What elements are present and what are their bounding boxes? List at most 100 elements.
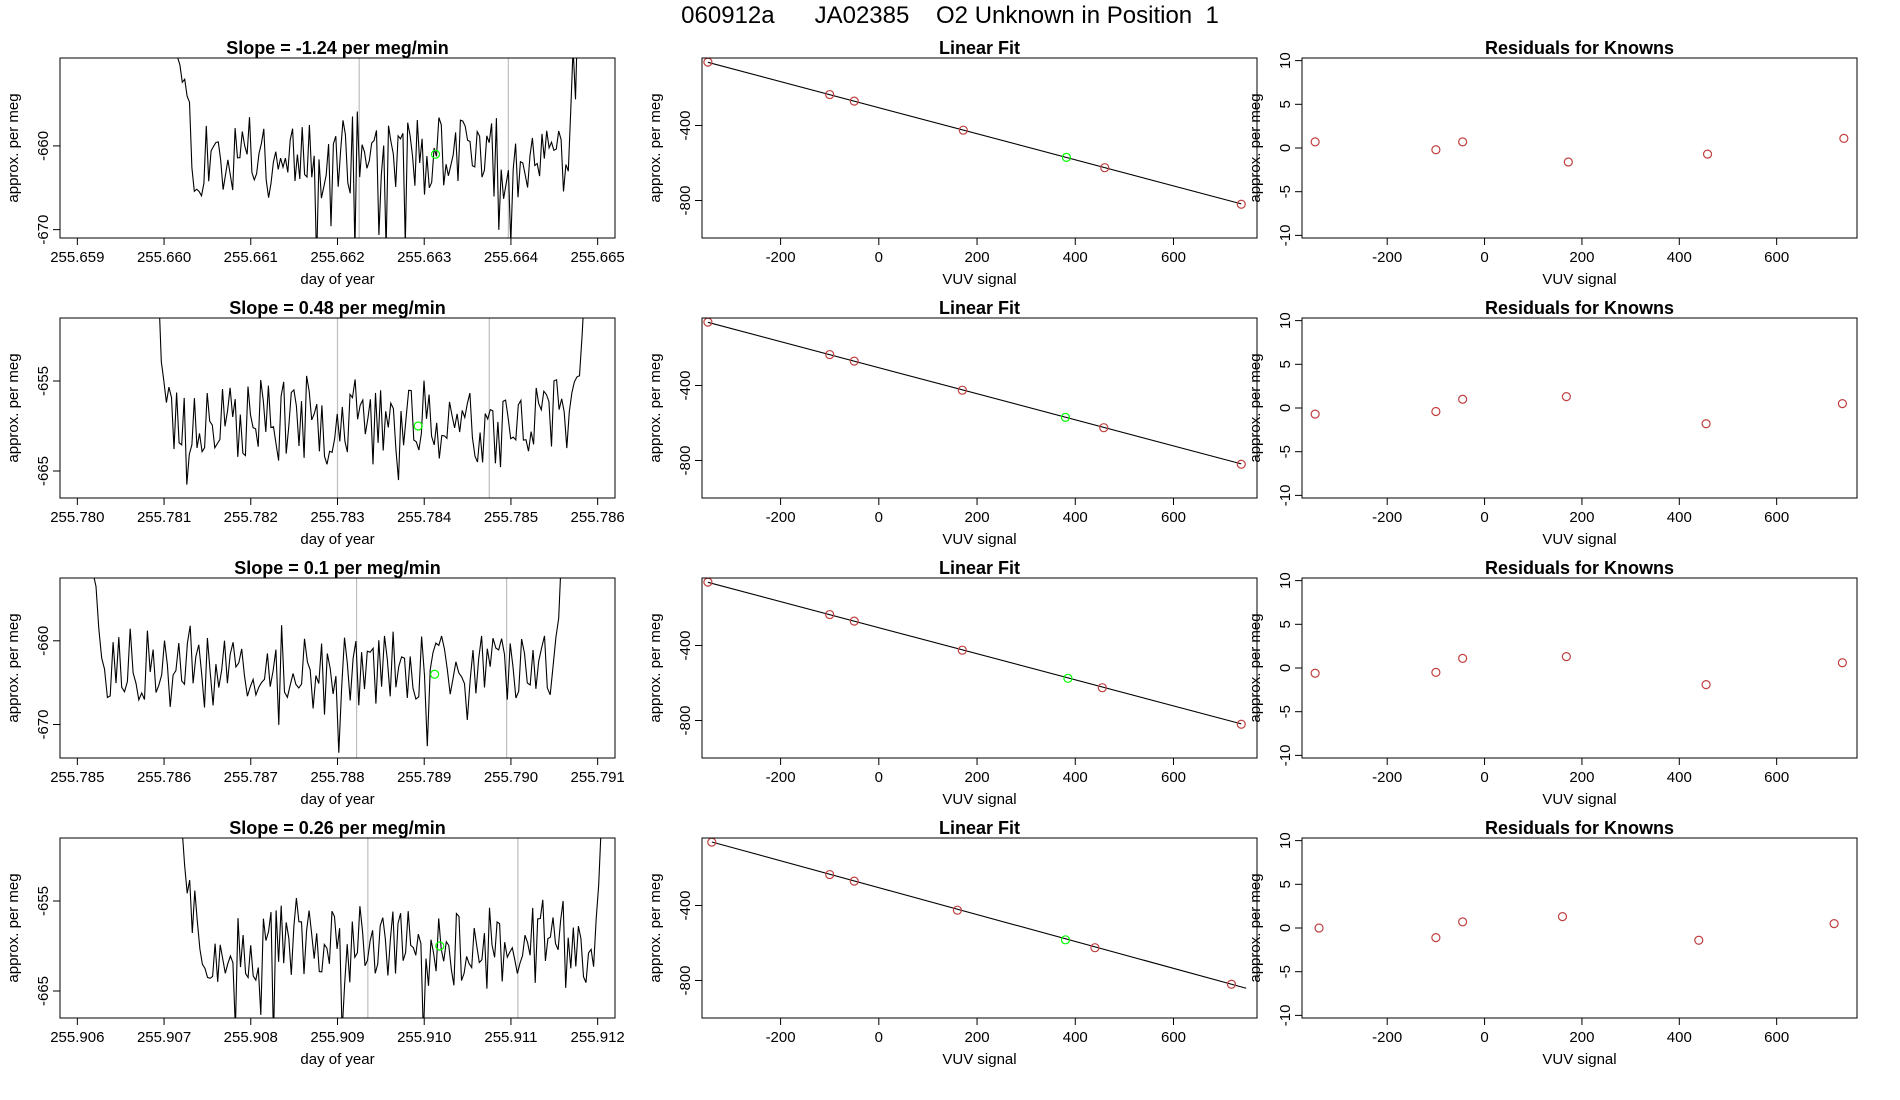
x-tick-label: 200 (1569, 1029, 1594, 1046)
x-tick-label: 255.906 (50, 1029, 104, 1046)
known-point (1226, 979, 1237, 989)
known-point (825, 869, 835, 880)
known-point (1090, 943, 1100, 953)
known-point (952, 905, 962, 915)
chart-title: Linear Fit (939, 818, 1020, 838)
y-tick-label: 10 (1277, 312, 1294, 329)
x-tick-label: 400 (1063, 509, 1088, 526)
x-axis-label: VUV signal (1542, 531, 1616, 548)
x-tick-label: 255.788 (310, 769, 364, 786)
y-tick-label: -5 (1277, 185, 1294, 198)
x-tick-label: 255.784 (397, 509, 451, 526)
x-tick-label: 255.910 (397, 1029, 451, 1046)
plot-area (1314, 912, 1839, 945)
x-axis-label: day of year (300, 531, 374, 548)
x-axis-label: VUV signal (942, 1051, 1016, 1068)
x-tick-label: 255.780 (50, 509, 104, 526)
y-tick-label: 0 (1277, 664, 1294, 672)
plot-area (707, 838, 1247, 989)
y-tick-label: -665 (35, 456, 52, 486)
known-point (1563, 157, 1573, 167)
y-tick-label: -660 (35, 131, 52, 161)
x-tick-label: 600 (1764, 249, 1789, 266)
x-tick-label: -200 (766, 249, 796, 266)
plot-frame (59, 317, 616, 499)
known-point (1236, 199, 1246, 209)
x-tick-label: 255.661 (224, 249, 278, 266)
y-tick-label: -665 (35, 976, 52, 1006)
panel-r2-c3: Residuals for Knowns VUV signal approx. pe… (1247, 298, 1858, 548)
known-point (703, 58, 713, 67)
known-point (1694, 935, 1704, 945)
x-tick-label: 600 (1161, 249, 1186, 266)
known-point (1837, 399, 1847, 409)
x-tick-label: 255.665 (571, 249, 625, 266)
x-tick-label: 255.912 (571, 1029, 625, 1046)
plot-area (182, 838, 602, 1018)
known-point (1701, 680, 1711, 690)
known-point (1458, 917, 1468, 927)
x-tick-label: 0 (1480, 509, 1488, 526)
y-tick-label: 10 (1277, 52, 1294, 69)
x-tick-label: 255.663 (397, 249, 451, 266)
x-tick-label: 255.791 (571, 769, 625, 786)
x-tick-label: 0 (1480, 1029, 1488, 1046)
chart-title: Slope = 0.26 per meg/min (229, 818, 446, 838)
x-tick-label: 400 (1667, 769, 1692, 786)
plot-frame (701, 577, 1258, 759)
y-tick-label: -670 (35, 709, 52, 739)
y-tick-label: -670 (35, 215, 52, 245)
y-tick-label: -10 (1277, 225, 1294, 247)
known-point (1702, 149, 1713, 159)
x-tick-label: 255.664 (484, 249, 538, 266)
y-tick-label: -10 (1277, 745, 1294, 767)
x-tick-label: 255.785 (50, 769, 104, 786)
x-tick-label: 0 (875, 249, 883, 266)
x-tick-label: 200 (965, 1029, 990, 1046)
data-trace (159, 318, 584, 485)
known-point (1100, 163, 1110, 173)
y-tick-label: 10 (1277, 572, 1294, 589)
x-tick-label: -200 (766, 769, 796, 786)
x-tick-label: 255.909 (310, 1029, 364, 1046)
y-axis-label: approx. per meg (5, 93, 22, 202)
known-point (1561, 652, 1571, 662)
x-axis-label: VUV signal (1542, 271, 1616, 288)
x-tick-label: 255.659 (50, 249, 104, 266)
x-tick-label: 400 (1667, 1029, 1692, 1046)
x-tick-label: 200 (1569, 249, 1594, 266)
panel-r1-c2: Linear Fit VUV signal approx. per meg -200 0… (647, 38, 1258, 288)
panel-r4-c2: Linear Fit VUV signal approx. per meg -200 0… (647, 818, 1258, 1068)
x-axis-label: VUV signal (1542, 791, 1616, 808)
x-tick-label: 200 (965, 769, 990, 786)
y-axis-label: approx. per meg (1247, 613, 1264, 722)
y-tick-label: -400 (677, 630, 694, 660)
x-tick-label: 0 (1480, 249, 1488, 266)
x-tick-label: 255.908 (224, 1029, 278, 1046)
y-tick-label: 0 (1277, 144, 1294, 152)
y-tick-label: 0 (1277, 924, 1294, 932)
x-tick-label: -200 (1372, 509, 1402, 526)
x-tick-label: 400 (1063, 249, 1088, 266)
known-point (1431, 667, 1441, 677)
unknown-marker (413, 421, 423, 431)
unknown-marker (1063, 673, 1073, 683)
known-point (849, 876, 859, 886)
x-tick-label: 255.907 (137, 1029, 191, 1046)
known-point (825, 89, 835, 100)
x-tick-label: 400 (1063, 1029, 1088, 1046)
known-point (958, 125, 968, 135)
x-tick-label: 0 (1480, 769, 1488, 786)
x-tick-label: -200 (766, 509, 796, 526)
x-tick-label: 255.785 (484, 509, 538, 526)
chart-title: Slope = 0.1 per meg/min (234, 558, 441, 578)
y-tick-label: -5 (1277, 705, 1294, 718)
known-point (957, 645, 967, 655)
known-point (849, 356, 859, 366)
x-tick-label: 600 (1161, 769, 1186, 786)
x-tick-label: -200 (766, 1029, 796, 1046)
plot-frame (701, 57, 1258, 239)
known-point (1310, 409, 1320, 419)
known-point (1314, 923, 1324, 933)
x-tick-label: -200 (1372, 249, 1402, 266)
